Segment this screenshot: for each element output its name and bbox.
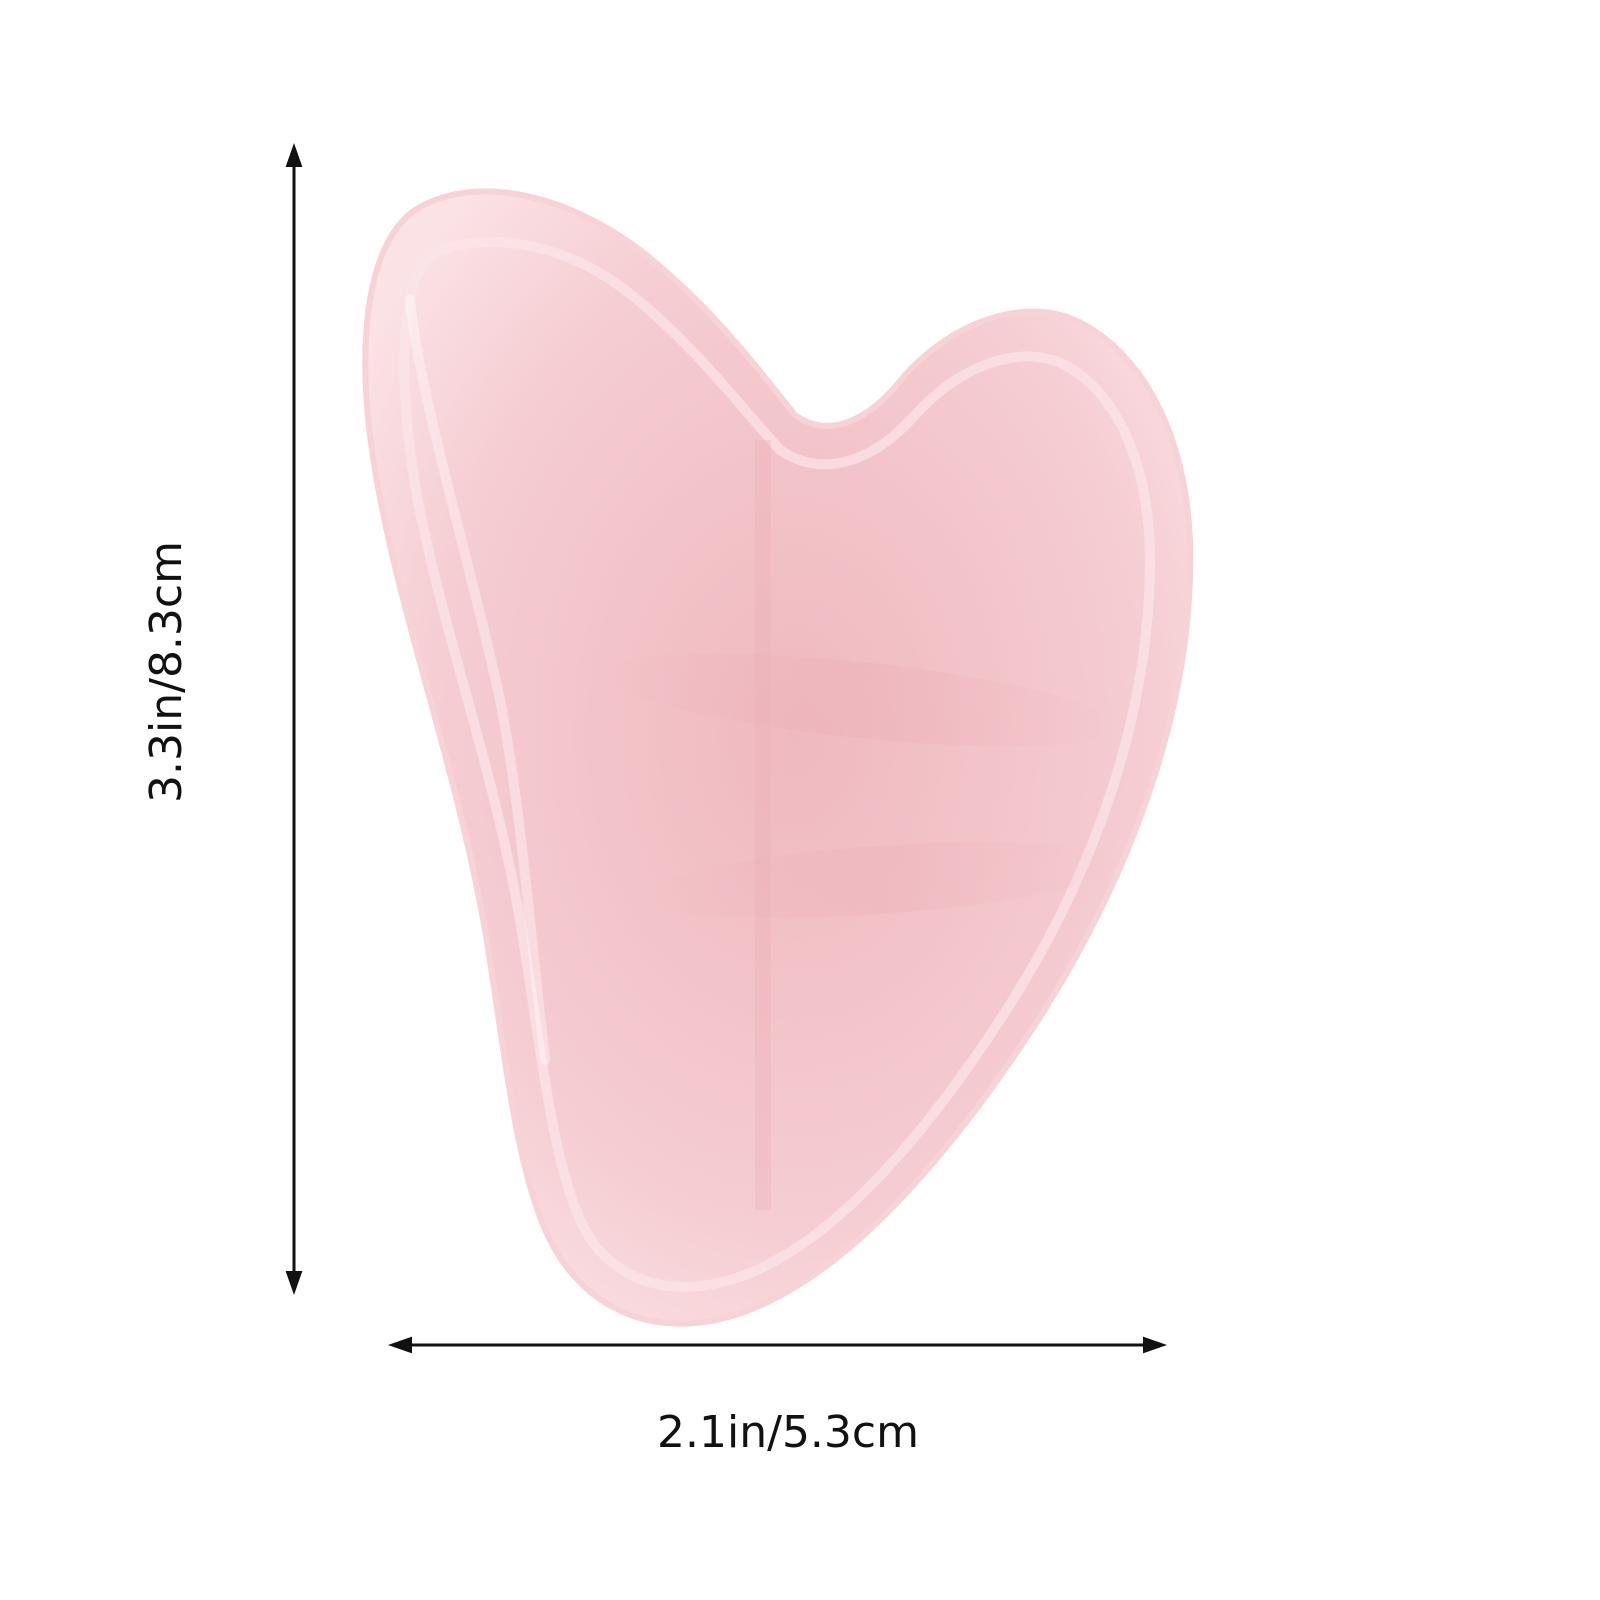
gua-sha-stone [362,188,1194,1327]
height-dimension-label: 3.3in/8.3cm [141,541,192,803]
stone-vein [601,653,1119,747]
stone-vein [640,842,1120,918]
stone-vein [755,440,771,1210]
stone-inner-bevel [399,236,1156,1292]
width-dimension-label: 2.1in/5.3cm [657,1407,919,1458]
stone-highlight [405,295,550,1065]
